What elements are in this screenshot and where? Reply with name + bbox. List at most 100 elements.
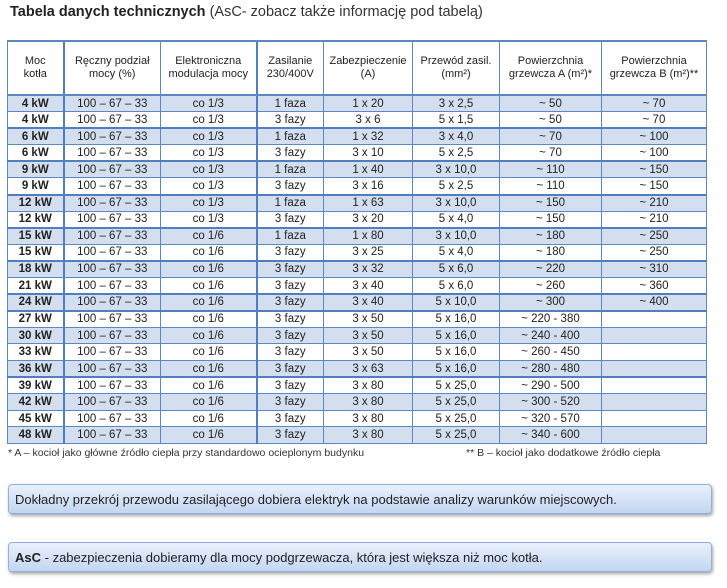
table-cell: ~ 100 (601, 144, 707, 162)
column-header-line: Przewód zasil. (420, 55, 492, 67)
table-cell: 3 fazy (255, 376, 324, 395)
table-cell: co 1/6 (160, 259, 257, 279)
info-box-cable-text: Dokładny przekrój przewodu zasilającego … (15, 492, 617, 507)
table-row: 18 kW 100 – 67 – 33 co 1/6 3 fazy 3 x 32 5 x … (7, 259, 707, 279)
table-cell: 1 faza (255, 160, 324, 179)
column-header-line: grzewcza A (m²)* (508, 68, 593, 80)
table-cell: ~ 210 (601, 210, 707, 229)
table-cell: 3 fazy (255, 343, 324, 361)
table-row: 27 kW 100 – 67 – 33 co 1/6 3 fazy 3 x 50 5 x … (7, 309, 707, 328)
technical-data-table: Moc kotła Ręczny podział mocy (%) Elektronic… (7, 40, 707, 444)
table-row: 12 kW 100 – 67 – 33 co 1/3 1 faza 1 x 63 3 x … (7, 193, 707, 212)
column-header-line: (A) (360, 68, 376, 80)
table-row: 6 kW 100 – 67 – 33 co 1/3 3 fazy 3 x 10 5 x 2… (7, 144, 707, 162)
column-header: Moc kotła (7, 40, 64, 96)
table-cell: 5 x 2,5 (412, 144, 500, 162)
table-cell: 100 – 67 – 33 (62, 127, 161, 146)
table-cell (601, 360, 707, 378)
cell-power: 9 kW (7, 160, 64, 179)
cell-power: 12 kW (7, 193, 64, 212)
table-cell: 100 – 67 – 33 (62, 160, 161, 179)
cell-power: 6 kW (7, 127, 64, 146)
column-header: Zasilanie 230/400V (255, 40, 324, 96)
table-cell (601, 309, 707, 328)
table-cell: 3 x 80 (323, 409, 413, 428)
page-title: Tabela danych technicznych (AsC- zobacz … (10, 4, 483, 20)
title-subtitle: (AsC- zobacz także informację pod tabelą… (205, 4, 483, 20)
title-bold: Tabela danych technicznych (10, 4, 206, 20)
table-cell: 100 – 67 – 33 (62, 293, 161, 312)
table-body: 4 kW 100 – 67 – 33 co 1/3 1 faza 1 x 20 3 x 2… (7, 94, 707, 444)
table-cell: 1 x 80 (323, 226, 413, 245)
table-cell: 100 – 67 – 33 (62, 426, 161, 444)
table-row: 24 kW 100 – 67 – 33 co 1/6 3 fazy 3 x 40 5 x … (7, 293, 707, 312)
info-box-asc: AsC - zabezpieczenia dobieramy dla mocy … (8, 542, 712, 572)
table-cell: 3 x 20 (323, 210, 413, 229)
table-cell: co 1/6 (160, 277, 257, 295)
table-cell: 3 x 16 (323, 177, 413, 196)
table-cell: 5 x 1,5 (412, 111, 500, 129)
table-cell: 100 – 67 – 33 (62, 94, 161, 113)
table-cell: ~ 290 - 500 (499, 376, 602, 395)
table-cell: 3 fazy (255, 177, 324, 196)
table-cell: co 1/6 (160, 409, 257, 428)
table-cell: 3 fazy (255, 326, 324, 345)
table-row: 4 kW 100 – 67 – 33 co 1/3 1 faza 1 x 20 3 x 2… (7, 94, 707, 113)
table-cell: 3 x 25 (323, 243, 413, 262)
table-cell: ~ 100 (601, 127, 707, 146)
table-cell: 100 – 67 – 33 (62, 111, 161, 129)
table-cell: 3 x 6 (323, 111, 413, 129)
cell-power: 30 kW (7, 326, 64, 345)
table-cell: 5 x 25,0 (412, 409, 500, 428)
cell-power: 21 kW (7, 277, 64, 295)
table-cell: 100 – 67 – 33 (62, 360, 161, 378)
table-cell: 3 fazy (255, 111, 324, 129)
table-cell: 3 fazy (255, 144, 324, 162)
cell-power: 15 kW (7, 243, 64, 262)
cell-power: 45 kW (7, 409, 64, 428)
table-cell: co 1/6 (160, 293, 257, 312)
table-cell: ~ 260 - 450 (499, 343, 602, 361)
table-cell: ~ 300 - 520 (499, 393, 602, 411)
header-row: Moc kotła Ręczny podział mocy (%) Elektronic… (7, 40, 707, 96)
table-cell: ~ 260 (499, 277, 602, 295)
table-cell: co 1/3 (160, 144, 257, 162)
table-cell: co 1/6 (160, 393, 257, 411)
table-cell: 100 – 67 – 33 (62, 226, 161, 245)
table-cell: 100 – 67 – 33 (62, 309, 161, 328)
table-row: 15 kW 100 – 67 – 33 co 1/6 1 faza 1 x 80 3 x … (7, 226, 707, 245)
table-cell: 5 x 10,0 (412, 293, 500, 312)
table-cell (601, 326, 707, 345)
table-cell: 5 x 16,0 (412, 326, 500, 345)
table-cell: co 1/6 (160, 326, 257, 345)
table-cell: 100 – 67 – 33 (62, 343, 161, 361)
table-row: 36 kW 100 – 67 – 33 co 1/6 3 fazy 3 x 63 5 x … (7, 360, 707, 378)
table-cell: 3 x 50 (323, 343, 413, 361)
table-cell: 100 – 67 – 33 (62, 326, 161, 345)
table-cell: 3 fazy (255, 309, 324, 328)
table-cell: 100 – 67 – 33 (62, 277, 161, 295)
table-cell: 3 fazy (255, 210, 324, 229)
column-header-line: Powierzchnia (621, 55, 687, 67)
table-cell: 3 x 50 (323, 309, 413, 328)
column-header: Powierzchnia grzewcza A (m²)* (499, 40, 602, 96)
footnote-a: * A – kocioł jako główne źródło ciepła p… (8, 447, 365, 459)
table-cell: 100 – 67 – 33 (62, 409, 161, 428)
table-cell: ~ 150 (499, 193, 602, 212)
table-cell: 5 x 16,0 (412, 309, 500, 328)
table-cell: ~ 220 (499, 259, 602, 279)
column-header-line: kotła (23, 68, 47, 80)
table-cell: ~ 320 - 570 (499, 409, 602, 428)
cell-power: 15 kW (7, 226, 64, 245)
cell-power: 33 kW (7, 343, 64, 361)
table-row: 39 kW 100 – 67 – 33 co 1/6 3 fazy 3 x 80 5 x … (7, 376, 707, 395)
table-cell: ~ 70 (601, 111, 707, 129)
table-cell: 3 fazy (255, 293, 324, 312)
table-cell: 100 – 67 – 33 (62, 393, 161, 411)
table-row: 21 kW 100 – 67 – 33 co 1/6 3 fazy 3 x 40 5 x … (7, 277, 707, 295)
table-cell: 1 x 20 (323, 94, 413, 113)
table-cell: 3 x 63 (323, 360, 413, 378)
column-header-line: grzewcza B (m²)** (609, 68, 699, 80)
cell-power: 48 kW (7, 426, 64, 444)
